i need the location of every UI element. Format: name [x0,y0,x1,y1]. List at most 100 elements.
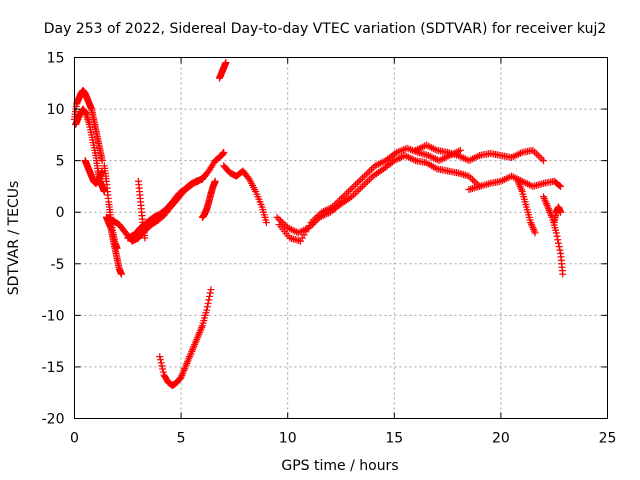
data-point [530,225,538,233]
y-tick-label: -10 [42,308,65,324]
series-arc-9-midday-2 [275,144,464,245]
data-point [527,219,535,227]
data-point [557,182,565,190]
data-point [343,189,351,197]
series-arc-main-rise-2 [124,172,209,242]
series-arc-19-22 [465,172,565,194]
data-point [180,366,188,374]
data-point [360,172,368,180]
data-point [346,186,354,194]
data-point [528,222,536,230]
data-point [191,341,199,349]
series-arc-6 [198,177,219,221]
data-point [543,201,551,209]
data-point [353,188,361,196]
data-point [545,205,553,213]
data-point [529,146,537,154]
data-point [542,198,550,206]
data-point [179,370,187,378]
data-point [198,323,206,331]
data-point [546,208,554,216]
data-point [194,332,202,340]
data-point [362,179,370,187]
data-point [179,368,187,376]
data-point [355,177,363,185]
data-point [193,335,201,343]
data-point [364,177,372,185]
data-point [188,346,196,354]
data-point [530,227,538,235]
data-point [556,246,564,254]
data-point [540,157,548,165]
data-point [190,342,198,350]
series-arc-7-top [215,59,230,82]
x-tick-label: 15 [385,431,403,447]
data-point [141,234,149,242]
data-point [187,349,195,357]
data-point [359,174,367,182]
data-point [206,292,214,300]
data-point [156,353,164,361]
data-point [456,146,464,154]
data-point [515,181,523,189]
data-point [536,153,544,161]
data-point [177,373,185,381]
x-tick-label: 0 [70,431,79,447]
x-tick-label: 5 [177,431,186,447]
data-point [553,232,561,240]
data-point [193,334,201,342]
series-arc-7-8 [220,162,270,227]
y-tick-label: -5 [51,257,65,273]
data-point [544,203,552,211]
data-point [196,327,204,335]
data-point [534,151,542,159]
series-arc-21-22 [514,177,539,237]
data-point [181,363,189,371]
series-arc-16-21 [412,141,548,165]
data-point [362,170,370,178]
series-arc-early-1 [71,87,106,165]
data-point [365,176,373,184]
data-point [196,329,204,337]
data-point [552,229,560,237]
data-point [204,299,212,307]
data-point [542,200,550,208]
data-point [351,189,359,197]
y-tick-label: 5 [56,154,65,170]
data-point [350,182,358,190]
data-point [184,356,192,364]
data-point [545,206,553,214]
plot-frame [74,57,608,419]
data-point [220,148,228,156]
data-point [348,184,356,192]
data-point [178,372,186,380]
data-point [357,184,365,192]
data-point [159,368,167,376]
data-point [355,186,363,194]
data-point [183,359,191,367]
data-point [206,289,214,297]
data-point [185,354,193,362]
data-point [559,270,567,278]
data-point [557,208,565,216]
y-tick-label: 15 [47,51,65,67]
data-point [554,236,562,244]
data-point [531,148,539,156]
y-axis-label: SDTVAR / TECUs [6,181,22,296]
data-point [201,172,209,180]
data-point [555,243,563,251]
data-point [554,239,562,247]
grid [74,57,608,419]
data-point [156,356,164,364]
y-tick-label: -15 [42,360,65,376]
data-point [195,330,203,338]
data-point [211,177,219,185]
data-point [158,362,166,370]
data-point [532,150,540,158]
data-point [197,325,205,333]
data-point [203,306,211,314]
data-point [183,358,191,366]
data-point [556,182,564,190]
data-point [529,224,537,232]
data-point [222,59,230,67]
